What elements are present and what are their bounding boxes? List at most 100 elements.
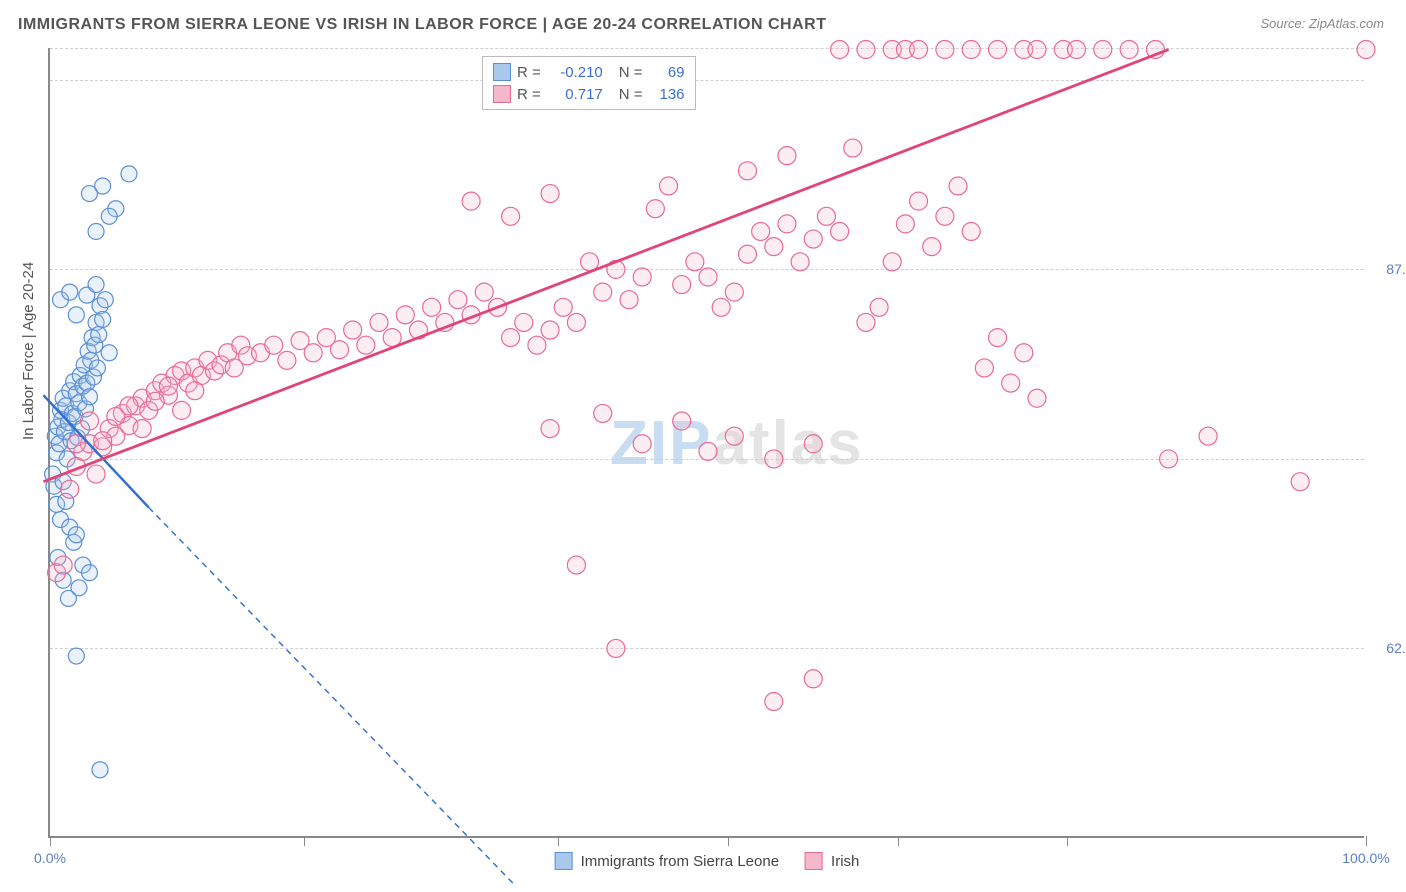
data-point [778,147,796,165]
data-point [370,313,388,331]
data-point [949,177,967,195]
data-point [1160,450,1178,468]
y-tick-label: 62.5% [1386,640,1406,656]
data-point [831,41,849,59]
correlation-legend: R =-0.210N =69R =0.717N =136 [482,56,696,110]
data-point [101,208,117,224]
legend-swatch [493,85,511,103]
data-point [68,307,84,323]
stat-N-value: 69 [649,64,685,81]
data-point [817,207,835,225]
data-point [95,178,111,194]
data-point [1357,41,1375,59]
data-point [857,313,875,331]
data-point [765,450,783,468]
data-point [686,253,704,271]
x-tick-label: 0.0% [34,850,66,866]
legend-swatch [805,852,823,870]
data-point [81,389,97,405]
data-point [765,693,783,711]
data-point [101,345,117,361]
data-point [278,351,296,369]
data-point [554,298,572,316]
data-point [120,397,138,415]
data-point [121,166,137,182]
data-point [68,648,84,664]
legend-label: Irish [831,853,859,870]
data-point [173,401,191,419]
trend-line-dashed [149,507,514,883]
data-point [567,556,585,574]
legend-stat-row: R =-0.210N =69 [493,61,685,83]
data-point [475,283,493,301]
data-point [725,283,743,301]
data-point [344,321,362,339]
data-point [88,277,104,293]
legend-item: Immigrants from Sierra Leone [555,852,779,870]
data-point [87,465,105,483]
data-point [159,377,177,395]
data-point [752,222,770,240]
source-label: Source: ZipAtlas.com [1260,16,1384,31]
stat-N-label: N = [619,64,643,81]
data-point [1199,427,1217,445]
y-axis-label: In Labor Force | Age 20-24 [20,262,37,440]
data-point [1015,344,1033,362]
data-point [89,360,105,376]
stat-N-value: 136 [649,86,685,103]
data-point [620,291,638,309]
legend-item: Irish [805,852,859,870]
data-point [515,313,533,331]
data-point [541,185,559,203]
data-point [712,298,730,316]
data-point [633,268,651,286]
data-point [936,207,954,225]
data-point [88,223,104,239]
data-point [923,238,941,256]
data-point [673,276,691,294]
data-point [68,527,84,543]
data-point [81,565,97,581]
data-point [594,283,612,301]
legend-label: Immigrants from Sierra Leone [581,853,779,870]
data-point [857,41,875,59]
x-tick [558,836,559,846]
scatter-svg [50,48,1364,836]
data-point [962,41,980,59]
data-point [778,215,796,233]
plot-area: ZIPatlas 0.0%100.0% 62.5%87.5% R =-0.210… [48,48,1364,838]
data-point [396,306,414,324]
data-point [594,404,612,422]
legend-swatch [493,63,511,81]
data-point [91,327,107,343]
data-point [1067,41,1085,59]
data-point [462,192,480,210]
x-tick-label: 100.0% [1342,850,1389,866]
data-point [738,245,756,263]
data-point [660,177,678,195]
data-point [1028,389,1046,407]
stat-R-value: -0.210 [547,64,603,81]
x-tick [728,836,729,846]
data-point [92,762,108,778]
data-point [910,41,928,59]
data-point [1291,473,1309,491]
data-point [883,253,901,271]
data-point [607,639,625,657]
data-point [725,427,743,445]
data-point [804,230,822,248]
data-point [449,291,467,309]
x-tick [1366,836,1367,846]
data-point [791,253,809,271]
data-point [989,329,1007,347]
data-point [357,336,375,354]
data-point [896,215,914,233]
data-point [265,336,283,354]
data-point [502,329,520,347]
data-point [831,222,849,240]
data-point [673,412,691,430]
x-tick [898,836,899,846]
data-point [962,222,980,240]
data-point [61,480,79,498]
data-point [1028,41,1046,59]
